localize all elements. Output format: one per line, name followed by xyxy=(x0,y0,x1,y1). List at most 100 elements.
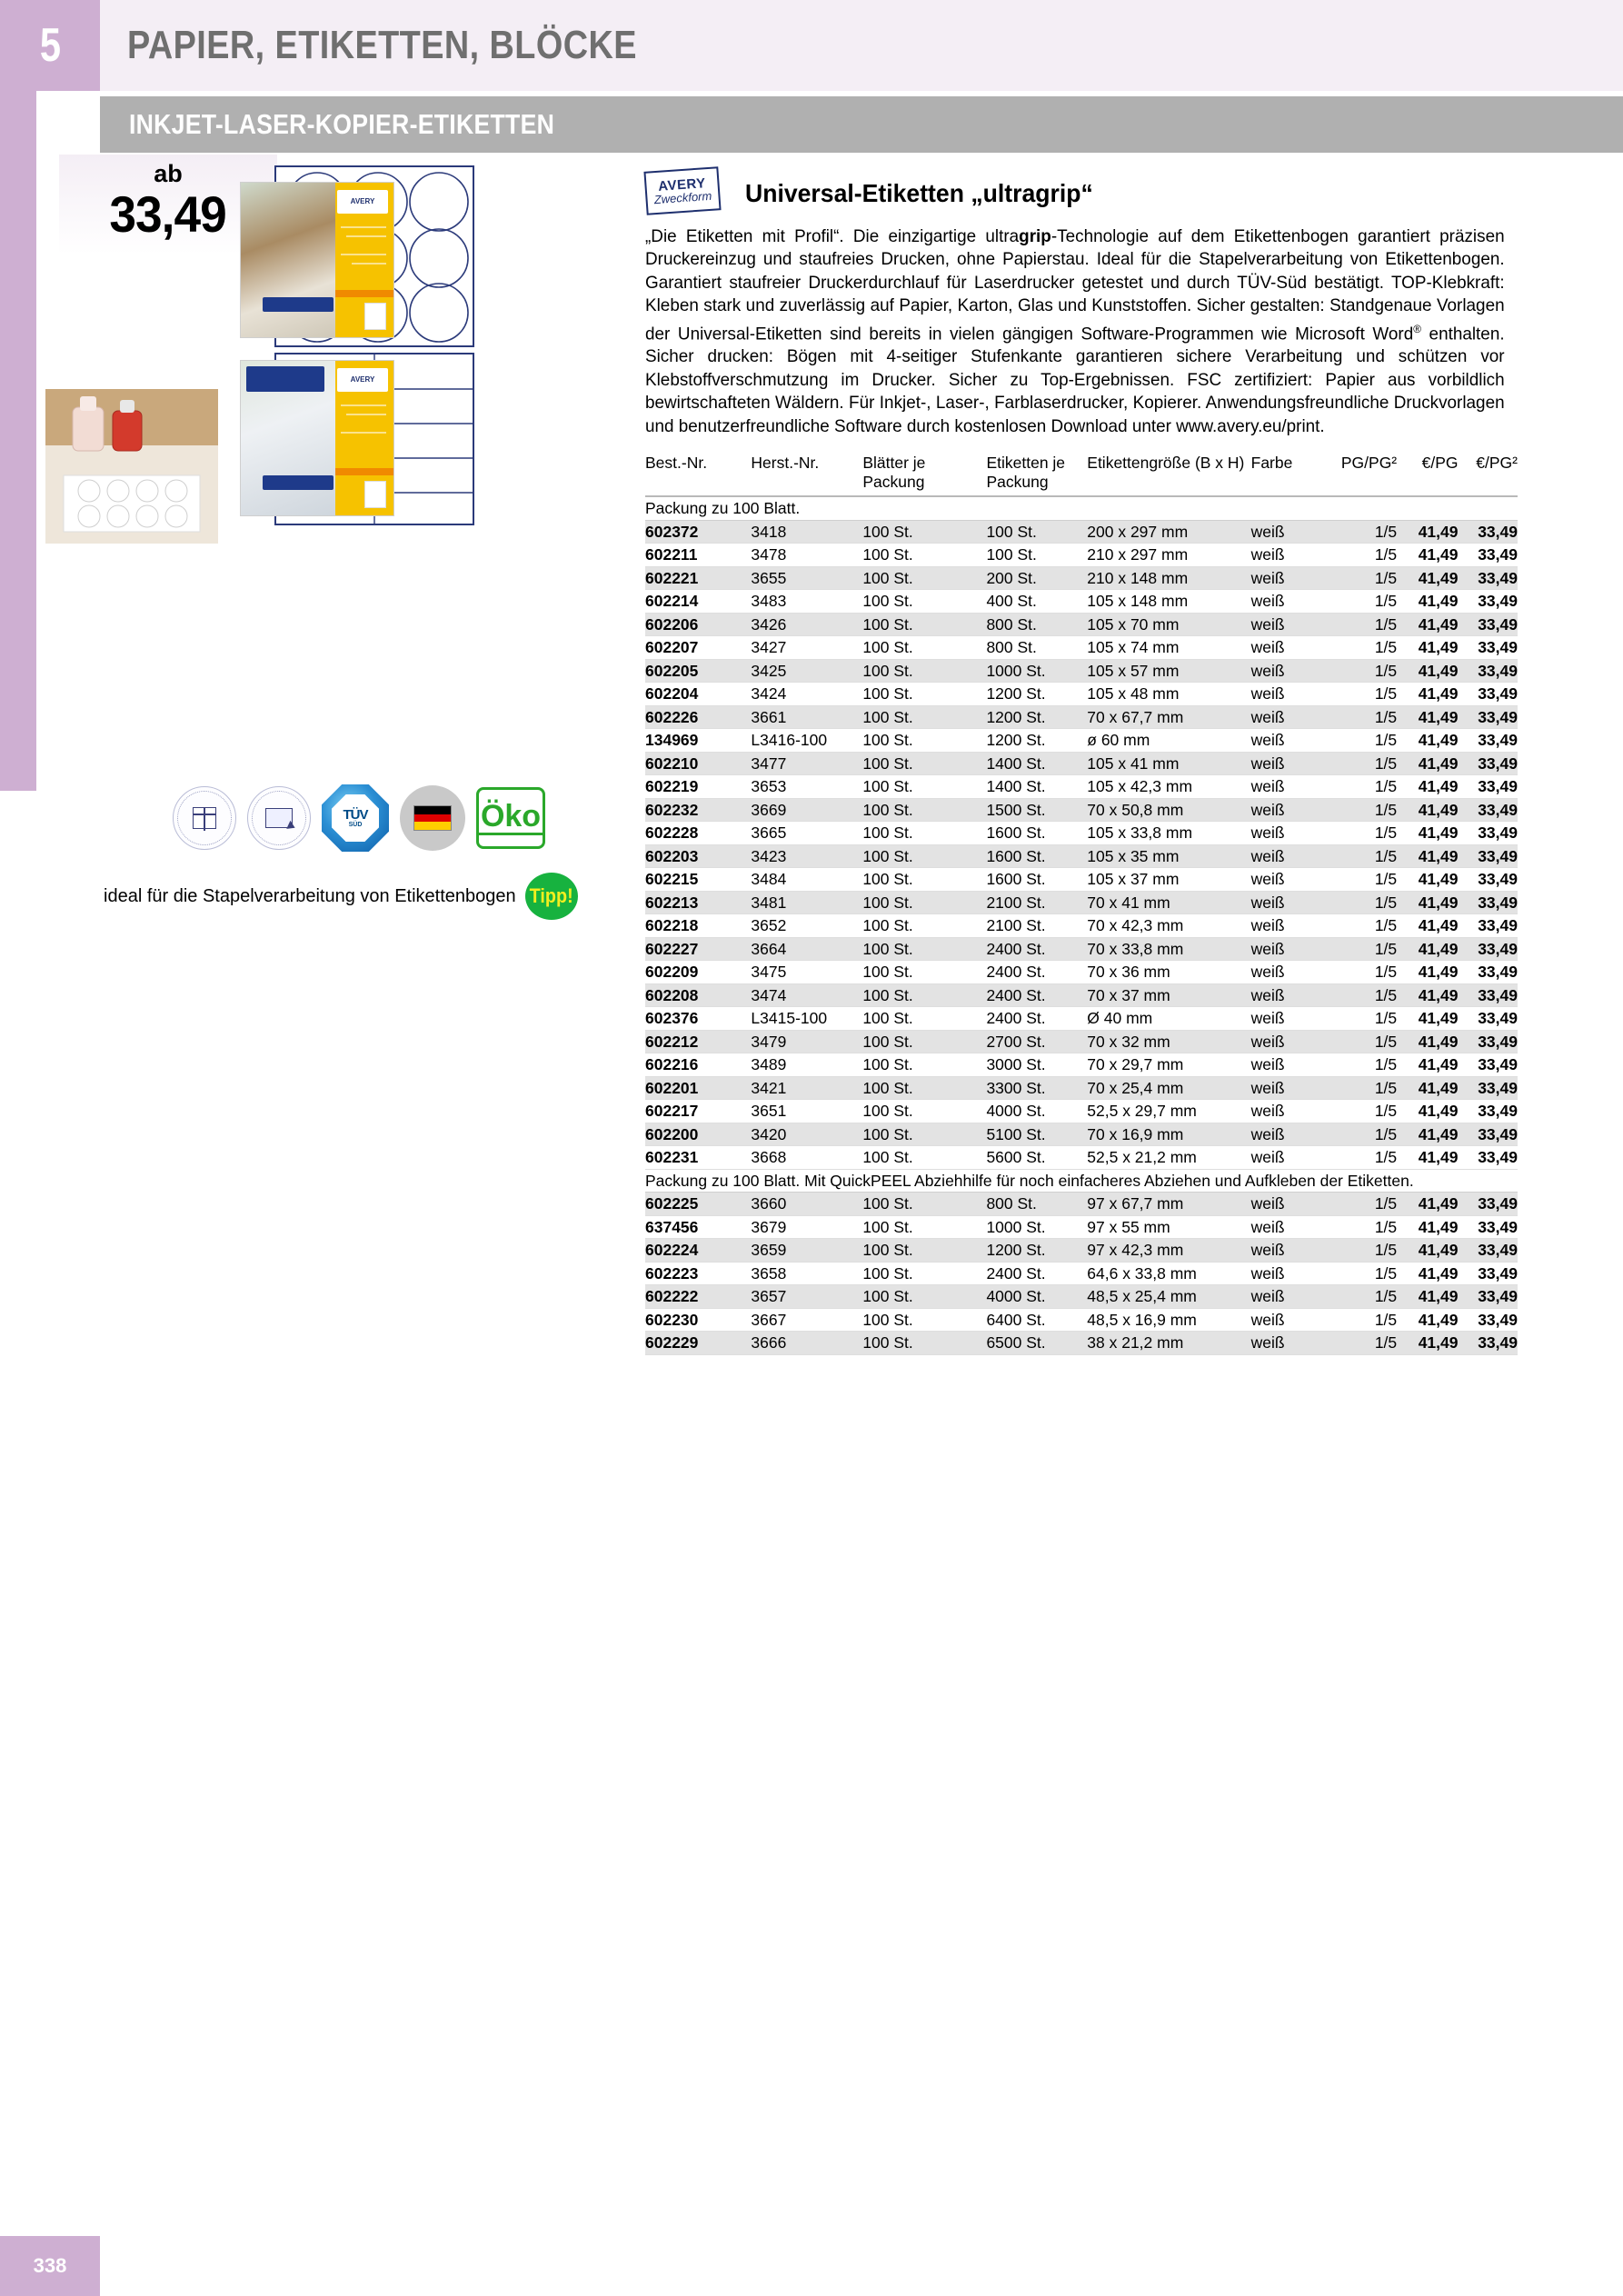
cell-label-color: weiß xyxy=(1250,661,1285,680)
cell-manufacturer-number: 3427 xyxy=(751,638,787,657)
cell-label-color: weiß xyxy=(1250,1009,1285,1028)
table-row[interactable]: 602223 3658 100 St. 2400 St. 64,6 x 33,8 mm w… xyxy=(645,1262,1518,1285)
cell-price-per-pg: 41,49 xyxy=(1418,1310,1459,1329)
package-blue-banner xyxy=(263,297,334,312)
table-row[interactable]: 602210 3477 100 St. 1400 St. 105 x 41 mm weiß… xyxy=(645,752,1518,775)
table-row[interactable]: 602201 3421 100 St. 3300 St. 70 x 25,4 mm wei… xyxy=(645,1076,1518,1100)
table-row[interactable]: 602204 3424 100 St. 1200 St. 105 x 48 mm weiß… xyxy=(645,683,1518,706)
table-row[interactable]: 602206 3426 100 St. 800 St. 105 x 70 mm weiß 1… xyxy=(645,613,1518,636)
cell-label-size: 70 x 16,9 mm xyxy=(1087,1124,1184,1143)
table-row[interactable]: 602213 3481 100 St. 2100 St. 70 x 41 mm weiß 1… xyxy=(645,891,1518,914)
cell-label-color: weiß xyxy=(1250,846,1285,865)
cell-labels-per-pack: 2700 St. xyxy=(986,1032,1046,1051)
cell-sheets-per-pack: 100 St. xyxy=(862,846,913,865)
cell-labels-per-pack: 1200 St. xyxy=(986,684,1046,704)
table-row[interactable]: 602231 3668 100 St. 5600 St. 52,5 x 21,2 mm w… xyxy=(645,1146,1518,1170)
table-row[interactable]: 134969 L3416-100 100 St. 1200 St. ø 60 mm wei… xyxy=(645,729,1518,753)
cell-label-color: weiß xyxy=(1250,1217,1285,1236)
table-row[interactable]: 602208 3474 100 St. 2400 St. 70 x 37 mm weiß 1… xyxy=(645,983,1518,1007)
th-pg: PG/PG² xyxy=(1340,454,1398,473)
cell-price-group: 1/5 xyxy=(1374,1055,1398,1074)
cell-article-number: 637456 xyxy=(645,1217,699,1236)
table-row[interactable]: 602227 3664 100 St. 2400 St. 70 x 33,8 mm wei… xyxy=(645,937,1518,961)
table-row[interactable]: 602209 3475 100 St. 2400 St. 70 x 36 mm weiß 1… xyxy=(645,961,1518,984)
cell-label-size: 210 x 297 mm xyxy=(1087,545,1189,564)
table-row[interactable]: 602214 3483 100 St. 400 St. 105 x 148 mm weiß… xyxy=(645,590,1518,614)
cell-price-per-pg: 41,49 xyxy=(1418,545,1459,564)
table-row[interactable]: 602212 3479 100 St. 2700 St. 70 x 32 mm weiß 1… xyxy=(645,1030,1518,1053)
oeko-badge-icon: Öko xyxy=(476,787,545,849)
media-caption: ideal für die Stapelverarbeitung von Eti… xyxy=(104,885,516,906)
cell-price-group: 1/5 xyxy=(1374,1124,1398,1143)
package-text-line xyxy=(341,254,386,255)
table-row[interactable]: 602376 L3415-100 100 St. 2400 St. Ø 40 mm wei… xyxy=(645,1007,1518,1031)
cell-manufacturer-number: 3477 xyxy=(751,754,787,773)
table-row[interactable]: 602221 3655 100 St. 200 St. 210 x 148 mm weiß… xyxy=(645,566,1518,590)
cell-label-size: 52,5 x 21,2 mm xyxy=(1087,1148,1197,1167)
cell-price-per-pg2: 33,49 xyxy=(1478,916,1518,935)
table-row[interactable]: 602230 3667 100 St. 6400 St. 48,5 x 16,9 mm w… xyxy=(645,1308,1518,1332)
cell-sheets-per-pack: 100 St. xyxy=(862,1032,913,1051)
product-content-column: AVERY Zweckform Universal-Etiketten „ult… xyxy=(643,166,1518,1355)
table-row[interactable]: 637456 3679 100 St. 1000 St. 97 x 55 mm weiß 1… xyxy=(645,1215,1518,1239)
cell-article-number: 602213 xyxy=(645,893,699,912)
cell-sheets-per-pack: 100 St. xyxy=(862,870,913,889)
cell-price-per-pg: 41,49 xyxy=(1418,1102,1459,1121)
table-row[interactable]: 602372 3418 100 St. 100 St. 200 x 297 mm weiß… xyxy=(645,520,1518,544)
cell-manufacturer-number: 3423 xyxy=(751,846,787,865)
package-text-line xyxy=(346,235,386,237)
cell-price-group: 1/5 xyxy=(1374,1078,1398,1097)
cell-label-size: 105 x 35 mm xyxy=(1087,846,1180,865)
cell-price-group: 1/5 xyxy=(1374,614,1398,634)
cell-price-group: 1/5 xyxy=(1374,545,1398,564)
table-row[interactable]: 602217 3651 100 St. 4000 St. 52,5 x 29,7 mm w… xyxy=(645,1100,1518,1123)
cell-label-size: 70 x 32 mm xyxy=(1087,1032,1170,1051)
cell-price-group: 1/5 xyxy=(1374,1148,1398,1167)
table-row[interactable]: 602225 3660 100 St. 800 St. 97 x 67,7 mm weiß… xyxy=(645,1192,1518,1216)
cell-price-per-pg2: 33,49 xyxy=(1478,846,1518,865)
cell-article-number: 602372 xyxy=(645,522,699,541)
table-row[interactable]: 602228 3665 100 St. 1600 St. 105 x 33,8 mm we… xyxy=(645,822,1518,845)
table-row[interactable]: 602200 3420 100 St. 5100 St. 70 x 16,9 mm wei… xyxy=(645,1123,1518,1146)
cell-manufacturer-number: 3669 xyxy=(751,800,787,819)
cell-manufacturer-number: 3661 xyxy=(751,707,787,726)
table-row[interactable]: 602211 3478 100 St. 100 St. 210 x 297 mm weiß… xyxy=(645,544,1518,567)
cell-price-per-pg: 41,49 xyxy=(1418,1148,1459,1167)
cell-price-group: 1/5 xyxy=(1374,939,1398,958)
package-brand-logo: AVERY xyxy=(337,368,388,392)
table-row[interactable]: 602232 3669 100 St. 1500 St. 70 x 50,8 mm wei… xyxy=(645,798,1518,822)
cell-price-group: 1/5 xyxy=(1374,870,1398,889)
cell-price-per-pg: 41,49 xyxy=(1418,985,1459,1004)
cell-article-number: 602217 xyxy=(645,1102,699,1121)
table-row[interactable]: 602207 3427 100 St. 800 St. 105 x 74 mm weiß 1… xyxy=(645,636,1518,660)
subheader-band: INKJET-LASER-KOPIER-ETIKETTEN xyxy=(100,96,1623,153)
table-row[interactable]: 602218 3652 100 St. 2100 St. 70 x 42,3 mm wei… xyxy=(645,914,1518,938)
table-row[interactable]: 602224 3659 100 St. 1200 St. 97 x 42,3 mm wei… xyxy=(645,1238,1518,1263)
cell-labels-per-pack: 800 St. xyxy=(986,638,1037,657)
product-package-front-2: AVERY xyxy=(240,360,394,516)
cell-manufacturer-number: 3657 xyxy=(751,1287,787,1306)
table-row[interactable]: 602216 3489 100 St. 3000 St. 70 x 29,7 mm wei… xyxy=(645,1053,1518,1077)
table-row[interactable]: 602205 3425 100 St. 1000 St. 105 x 57 mm weiß… xyxy=(645,659,1518,683)
cell-price-group: 1/5 xyxy=(1374,1310,1398,1329)
cell-article-number: 602216 xyxy=(645,1055,699,1074)
cell-price-per-pg: 41,49 xyxy=(1418,1333,1459,1353)
cell-article-number: 134969 xyxy=(645,731,699,750)
table-row[interactable]: 602203 3423 100 St. 1600 St. 105 x 35 mm weiß… xyxy=(645,844,1518,868)
cell-article-number: 602200 xyxy=(645,1124,699,1143)
table-row[interactable]: 602215 3484 100 St. 1600 St. 105 x 37 mm weiß… xyxy=(645,868,1518,892)
cell-manufacturer-number: 3668 xyxy=(751,1148,787,1167)
cell-price-per-pg: 41,49 xyxy=(1418,939,1459,958)
table-row[interactable]: 602222 3657 100 St. 4000 St. 48,5 x 25,4 mm w… xyxy=(645,1284,1518,1309)
cell-price-per-pg: 41,49 xyxy=(1418,661,1459,680)
table-row[interactable]: 602219 3653 100 St. 1400 St. 105 x 42,3 mm we… xyxy=(645,775,1518,799)
product-description: „Die Etiketten mit Profil“. Die einzigar… xyxy=(645,227,1505,436)
cell-labels-per-pack: 1400 St. xyxy=(986,777,1046,796)
package-blue-banner xyxy=(263,475,334,490)
table-row[interactable]: 602229 3666 100 St. 6500 St. 38 x 21,2 mm wei… xyxy=(645,1331,1518,1355)
cell-price-group: 1/5 xyxy=(1374,1032,1398,1051)
table-row[interactable]: 602226 3661 100 St. 1200 St. 70 x 67,7 mm wei… xyxy=(645,705,1518,729)
cell-price-per-pg2: 33,49 xyxy=(1478,1287,1518,1306)
german-flag-icon xyxy=(413,805,452,831)
cell-price-per-pg2: 33,49 xyxy=(1478,1333,1518,1353)
